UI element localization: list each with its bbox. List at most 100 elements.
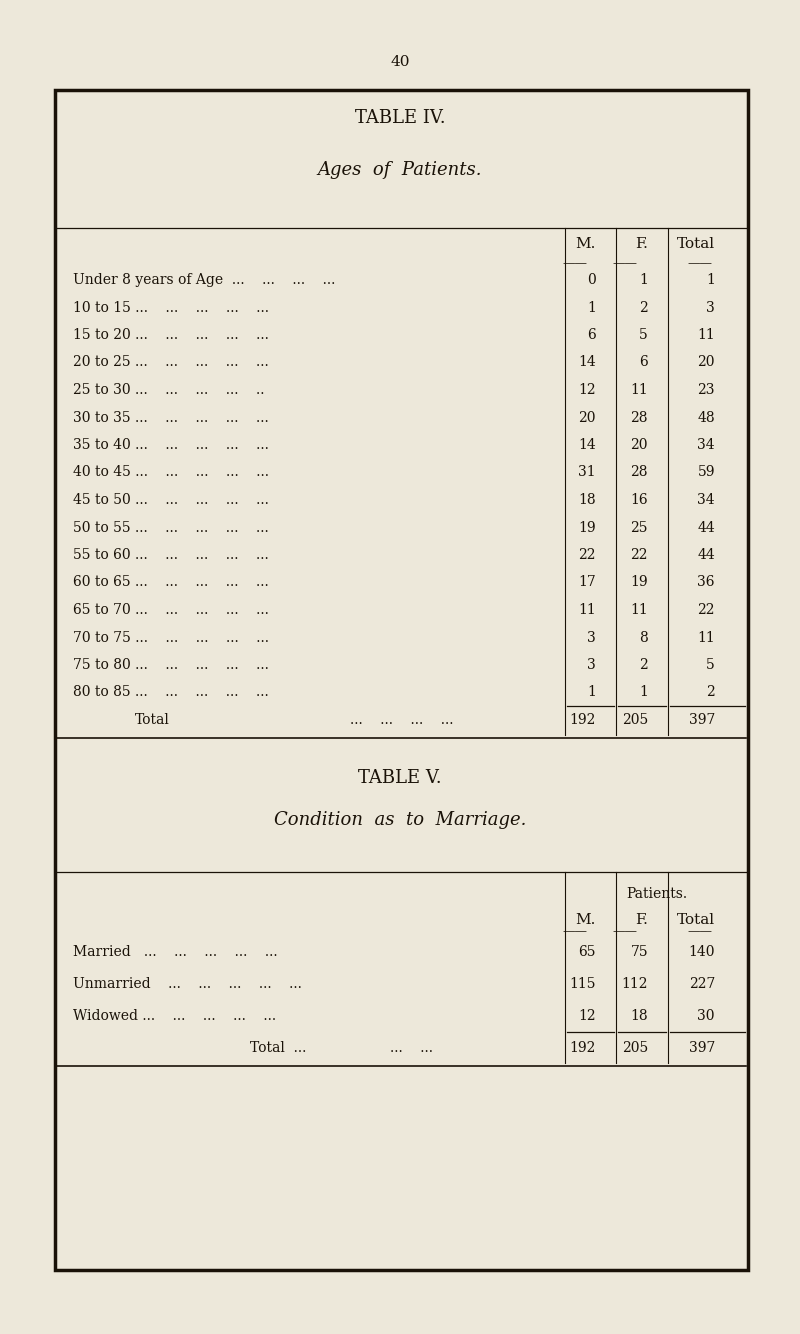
Text: 140: 140 [689, 944, 715, 959]
Text: 2: 2 [706, 686, 715, 699]
Text: ——: —— [687, 257, 713, 271]
Text: Total: Total [135, 712, 170, 727]
Text: 12: 12 [578, 1009, 596, 1023]
Text: 112: 112 [622, 976, 648, 991]
Text: 11: 11 [630, 603, 648, 618]
Text: 11: 11 [630, 383, 648, 398]
Text: Unmarried    ...    ...    ...    ...    ...: Unmarried ... ... ... ... ... [73, 976, 302, 991]
Text: 75 to 80 ...    ...    ...    ...    ...: 75 to 80 ... ... ... ... ... [73, 658, 269, 672]
Text: 59: 59 [698, 466, 715, 479]
Text: 1: 1 [639, 273, 648, 287]
Text: 1: 1 [639, 686, 648, 699]
Text: 25 to 30 ...    ...    ...    ...    ..: 25 to 30 ... ... ... ... .. [73, 383, 265, 398]
Text: ...    ...: ... ... [390, 1041, 433, 1055]
Text: 12: 12 [578, 383, 596, 398]
Text: 50 to 55 ...    ...    ...    ...    ...: 50 to 55 ... ... ... ... ... [73, 520, 269, 535]
Text: 40: 40 [390, 55, 410, 69]
Text: ——: —— [562, 257, 587, 271]
Text: 11: 11 [578, 603, 596, 618]
Text: 1: 1 [587, 686, 596, 699]
Text: 30 to 35 ...    ...    ...    ...    ...: 30 to 35 ... ... ... ... ... [73, 411, 269, 424]
Text: 115: 115 [570, 976, 596, 991]
Text: 75: 75 [630, 944, 648, 959]
Text: 22: 22 [630, 548, 648, 562]
Text: 11: 11 [698, 631, 715, 644]
Text: 20: 20 [578, 411, 596, 424]
Text: 8: 8 [639, 631, 648, 644]
Text: Total: Total [677, 912, 715, 927]
Text: 40 to 45 ...    ...    ...    ...    ...: 40 to 45 ... ... ... ... ... [73, 466, 269, 479]
Text: 80 to 85 ...    ...    ...    ...    ...: 80 to 85 ... ... ... ... ... [73, 686, 269, 699]
Text: 227: 227 [689, 976, 715, 991]
Text: 15 to 20 ...    ...    ...    ...    ...: 15 to 20 ... ... ... ... ... [73, 328, 269, 342]
Text: 17: 17 [578, 575, 596, 590]
Text: 2: 2 [639, 300, 648, 315]
Text: 45 to 50 ...    ...    ...    ...    ...: 45 to 50 ... ... ... ... ... [73, 494, 269, 507]
Text: 20: 20 [698, 355, 715, 370]
Text: 1: 1 [587, 300, 596, 315]
Text: 36: 36 [698, 575, 715, 590]
Text: Total  ...: Total ... [250, 1041, 306, 1055]
Text: 3: 3 [587, 658, 596, 672]
Text: 14: 14 [578, 355, 596, 370]
Text: 6: 6 [587, 328, 596, 342]
Text: 22: 22 [578, 548, 596, 562]
Text: M.: M. [576, 237, 596, 251]
Text: 3: 3 [706, 300, 715, 315]
Text: 397: 397 [689, 712, 715, 727]
Text: 31: 31 [578, 466, 596, 479]
Text: 70 to 75 ...    ...    ...    ...    ...: 70 to 75 ... ... ... ... ... [73, 631, 269, 644]
Text: ——: —— [613, 926, 638, 939]
Text: 16: 16 [630, 494, 648, 507]
Text: 34: 34 [698, 438, 715, 452]
Text: 205: 205 [622, 1041, 648, 1055]
Text: 14: 14 [578, 438, 596, 452]
Text: M.: M. [576, 912, 596, 927]
Text: 44: 44 [698, 548, 715, 562]
Text: 18: 18 [578, 494, 596, 507]
Text: ——: —— [613, 257, 638, 271]
Text: 35 to 40 ...    ...    ...    ...    ...: 35 to 40 ... ... ... ... ... [73, 438, 269, 452]
Text: 34: 34 [698, 494, 715, 507]
Text: 19: 19 [630, 575, 648, 590]
Text: Patients.: Patients. [626, 887, 687, 900]
Text: 19: 19 [578, 520, 596, 535]
Text: 20: 20 [630, 438, 648, 452]
Text: 10 to 15 ...    ...    ...    ...    ...: 10 to 15 ... ... ... ... ... [73, 300, 269, 315]
Text: 6: 6 [639, 355, 648, 370]
Text: Widowed ...    ...    ...    ...    ...: Widowed ... ... ... ... ... [73, 1009, 276, 1023]
Text: 192: 192 [570, 1041, 596, 1055]
Text: 60 to 65 ...    ...    ...    ...    ...: 60 to 65 ... ... ... ... ... [73, 575, 269, 590]
Text: Under 8 years of Age  ...    ...    ...    ...: Under 8 years of Age ... ... ... ... [73, 273, 335, 287]
Text: Married   ...    ...    ...    ...    ...: Married ... ... ... ... ... [73, 944, 278, 959]
Text: 5: 5 [639, 328, 648, 342]
Text: 65: 65 [578, 944, 596, 959]
Text: F.: F. [635, 237, 648, 251]
Text: Total: Total [677, 237, 715, 251]
Text: 30: 30 [698, 1009, 715, 1023]
Text: 0: 0 [587, 273, 596, 287]
Text: ——: —— [687, 926, 713, 939]
Text: 55 to 60 ...    ...    ...    ...    ...: 55 to 60 ... ... ... ... ... [73, 548, 269, 562]
Text: 20 to 25 ...    ...    ...    ...    ...: 20 to 25 ... ... ... ... ... [73, 355, 269, 370]
Text: 3: 3 [587, 631, 596, 644]
Text: 28: 28 [630, 411, 648, 424]
Text: 11: 11 [698, 328, 715, 342]
Text: ——: —— [562, 926, 587, 939]
Text: 48: 48 [698, 411, 715, 424]
Text: ...    ...    ...    ...: ... ... ... ... [350, 712, 454, 727]
Text: 397: 397 [689, 1041, 715, 1055]
Text: 23: 23 [698, 383, 715, 398]
Text: F.: F. [635, 912, 648, 927]
Text: 22: 22 [698, 603, 715, 618]
Text: 192: 192 [570, 712, 596, 727]
Text: TABLE IV.: TABLE IV. [354, 109, 446, 127]
Text: 205: 205 [622, 712, 648, 727]
Text: 18: 18 [630, 1009, 648, 1023]
Text: Condition  as  to  Marriage.: Condition as to Marriage. [274, 811, 526, 828]
Text: 28: 28 [630, 466, 648, 479]
Text: 65 to 70 ...    ...    ...    ...    ...: 65 to 70 ... ... ... ... ... [73, 603, 269, 618]
Text: TABLE V.: TABLE V. [358, 768, 442, 787]
Text: 44: 44 [698, 520, 715, 535]
Text: Ages  of  Patients.: Ages of Patients. [318, 161, 482, 179]
